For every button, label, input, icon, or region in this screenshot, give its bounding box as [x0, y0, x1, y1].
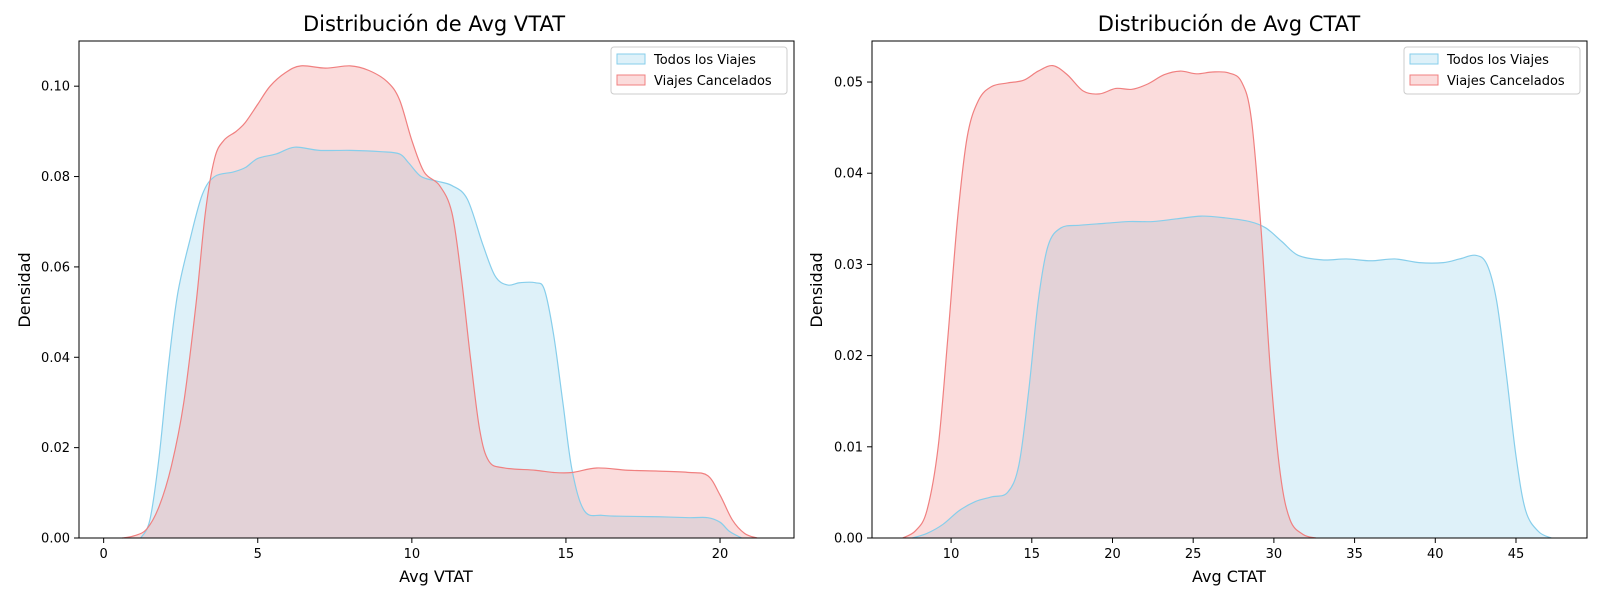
density-area-cancelled	[122, 65, 758, 538]
legend-label-cancelled: Viajes Cancelados	[654, 74, 772, 89]
x-tick-label: 0	[100, 547, 108, 562]
y-tick-label: 0.04	[41, 351, 70, 366]
density-area-all_trips	[912, 216, 1552, 538]
y-tick-label: 0.00	[41, 532, 70, 547]
y-tick-label: 0.04	[834, 167, 863, 182]
x-tick-label: 15	[1024, 547, 1041, 562]
x-axis-label: Avg CTAT	[1192, 567, 1266, 586]
y-tick-label: 0.00	[834, 532, 863, 547]
chart-ctat: Distribución de Avg CTAT 10 15 20 25 30 35 40 4…	[807, 12, 1588, 586]
x-tick-label: 5	[254, 547, 262, 562]
legend-swatch-all-trips	[616, 53, 646, 65]
legend-label-all-trips: Todos los Viajes	[653, 53, 756, 68]
plot-frame	[78, 40, 795, 539]
chart-vtat: Distribución de Avg VTAT 0 5 10 15 20 0.00 0.0…	[15, 12, 795, 586]
legend: Todos los Viajes Viajes Cancelados	[1403, 46, 1581, 95]
density-line-cancelled	[122, 65, 758, 539]
y-tick-label: 0.08	[41, 170, 70, 185]
x-tick-label: 10	[404, 547, 421, 562]
y-axis-label: Densidad	[15, 252, 34, 327]
x-tick-label: 20	[712, 547, 729, 562]
density-line-all_trips	[140, 146, 742, 539]
chart-title: Distribución de Avg CTAT	[1098, 12, 1361, 36]
y-tick-label: 0.01	[834, 440, 863, 455]
density-area-cancelled	[902, 65, 1316, 538]
x-tick-label: 40	[1427, 547, 1444, 562]
y-tick-label: 0.05	[834, 76, 863, 91]
y-tick-label: 0.10	[41, 80, 70, 95]
y-axis-label: Densidad	[807, 252, 826, 327]
x-tick-label: 20	[1104, 547, 1121, 562]
legend-swatch-all-trips	[1409, 53, 1439, 65]
x-tick-label: 10	[943, 547, 960, 562]
legend-label-all-trips: Todos los Viajes	[1446, 53, 1549, 68]
x-tick-label: 15	[558, 547, 575, 562]
legend-box	[610, 46, 788, 95]
y-tick-label: 0.06	[41, 260, 70, 275]
x-axis-label: Avg VTAT	[399, 567, 473, 586]
x-tick-label: 45	[1508, 547, 1525, 562]
legend-swatch-cancelled	[616, 74, 646, 86]
x-tick-label: 35	[1346, 547, 1363, 562]
density-line-cancelled	[902, 64, 1317, 539]
legend-swatch-cancelled	[1409, 74, 1439, 86]
plot-frame	[871, 40, 1588, 539]
legend: Todos los Viajes Viajes Cancelados	[610, 46, 788, 95]
legend-label-cancelled: Viajes Cancelados	[1447, 74, 1565, 89]
x-tick-label: 25	[1185, 547, 1202, 562]
legend-box	[1403, 46, 1581, 95]
y-tick-label: 0.02	[41, 441, 70, 456]
chart-title: Distribución de Avg VTAT	[303, 12, 565, 36]
y-tick-label: 0.03	[834, 258, 863, 273]
density-line-all_trips	[912, 215, 1552, 539]
y-tick-label: 0.02	[834, 349, 863, 364]
x-tick-label: 30	[1266, 547, 1283, 562]
density-area-all_trips	[140, 147, 742, 538]
